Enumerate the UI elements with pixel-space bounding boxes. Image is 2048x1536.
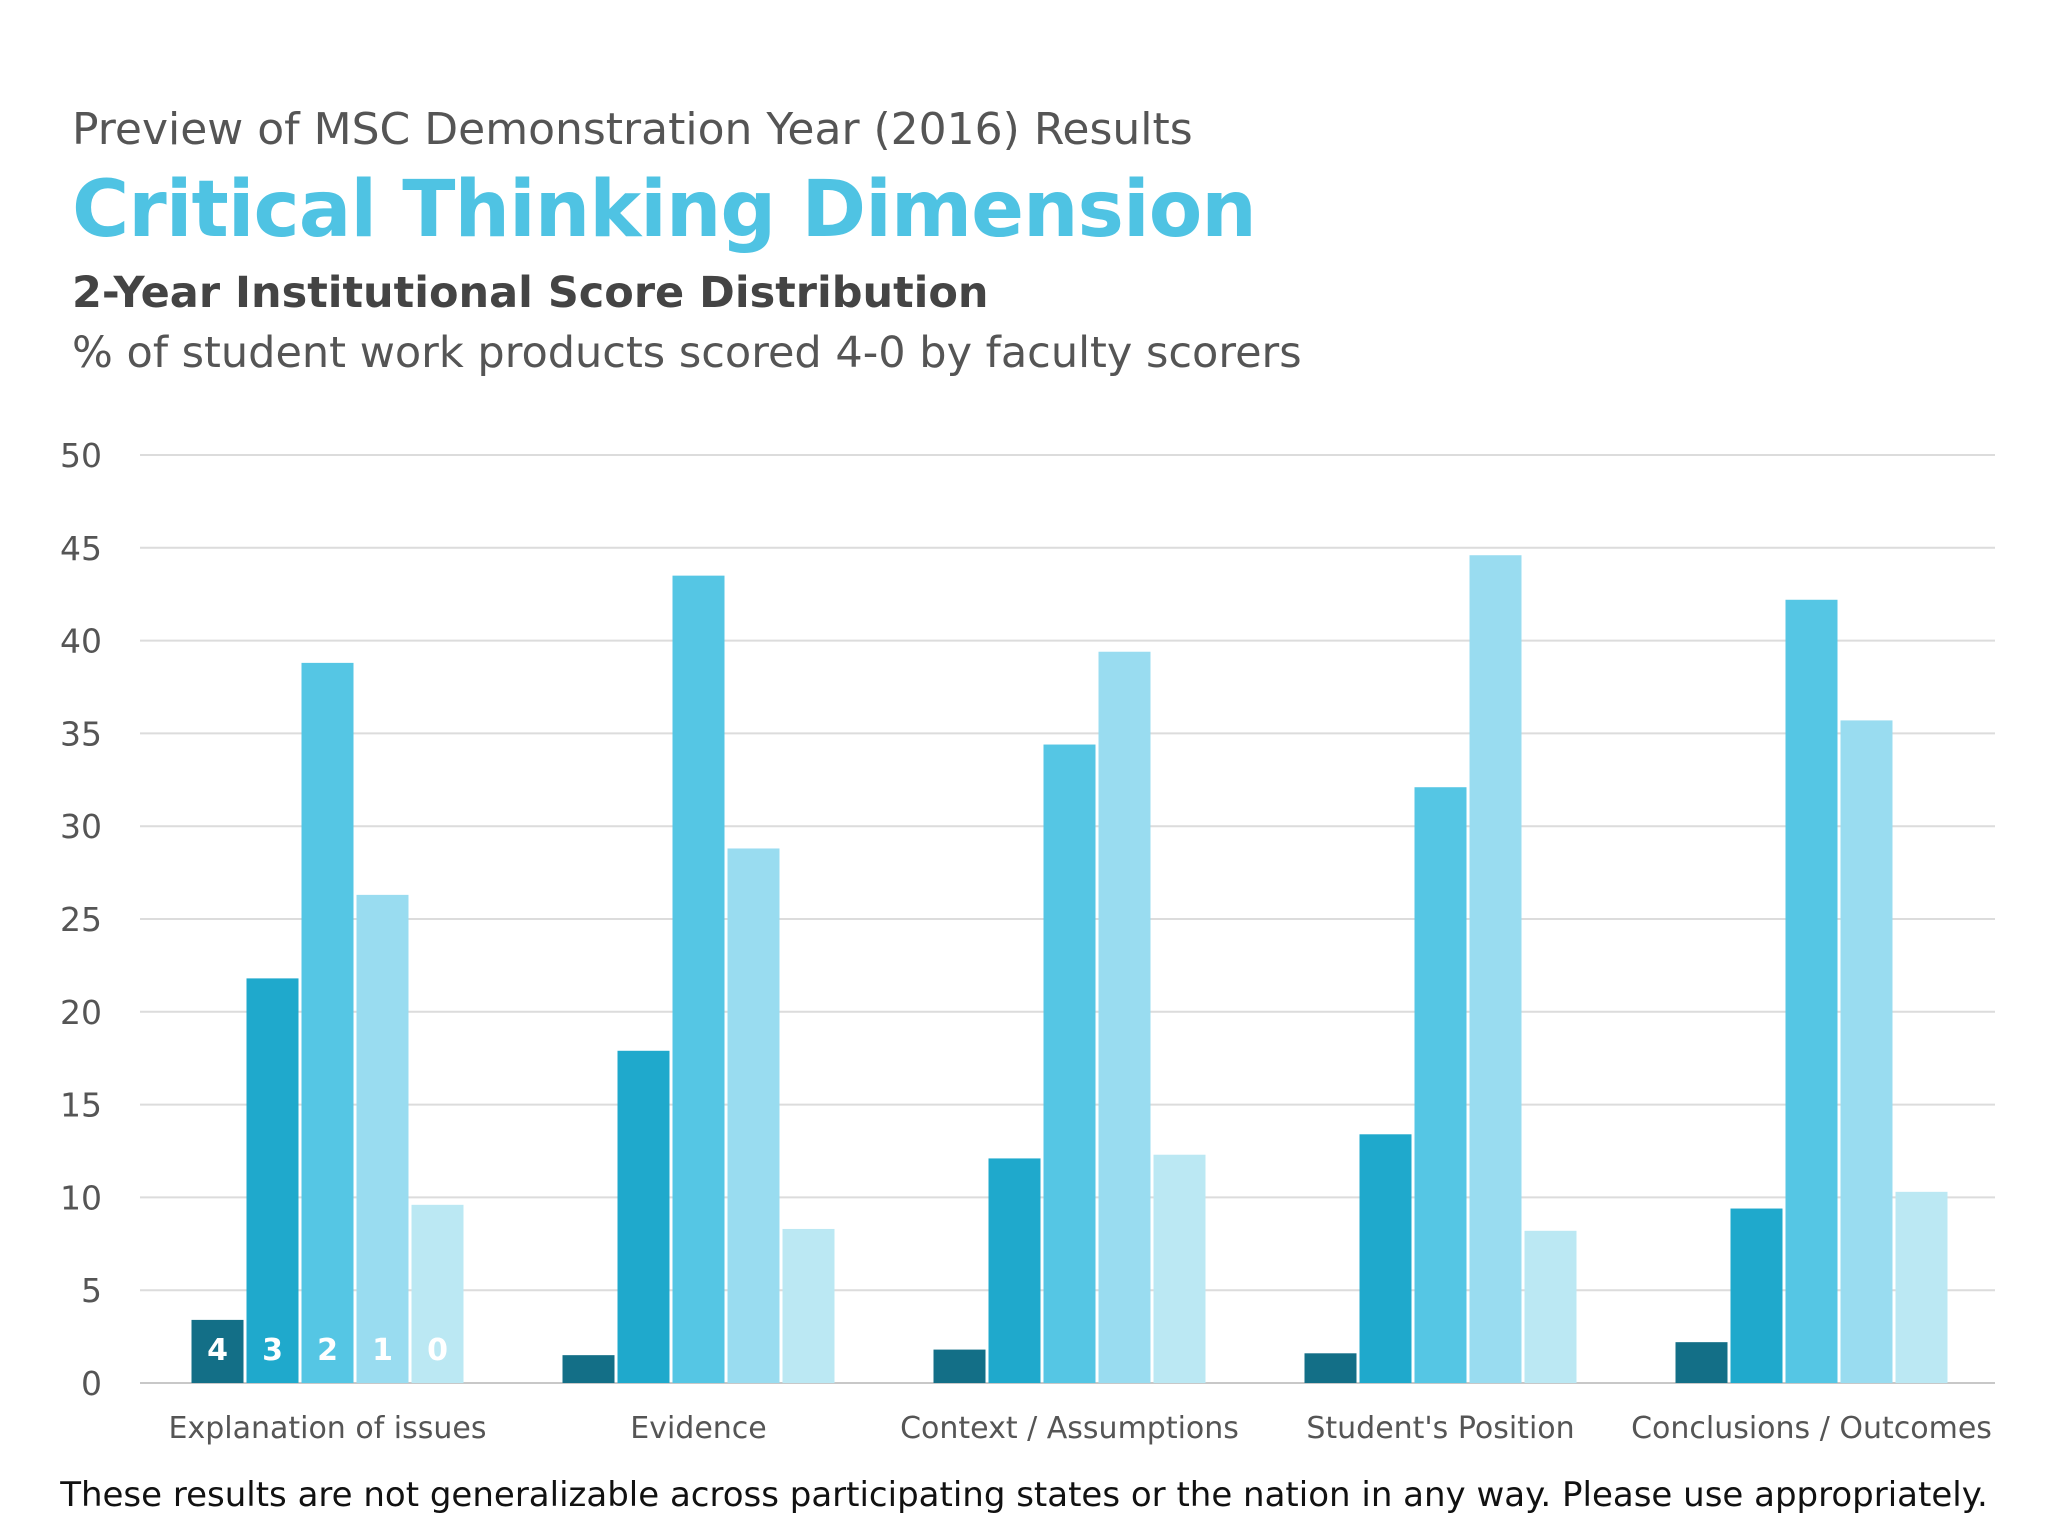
category-label: Explanation of issues [168, 1411, 486, 1446]
bar-1-2 [727, 848, 780, 1383]
category-label: Context / Assumptions [900, 1411, 1239, 1446]
legend-label-2: 2 [317, 1333, 338, 1368]
legend-label-4: 4 [207, 1333, 228, 1368]
bar-3-2 [617, 1050, 670, 1383]
bar-1-4 [1469, 555, 1522, 1383]
bar-1-1 [356, 894, 409, 1383]
y-tick-label: 10 [60, 1178, 102, 1217]
header: Preview of MSC Demonstration Year (2016)… [72, 100, 1972, 384]
y-tick-label: 0 [81, 1364, 102, 1403]
bar-0-3 [1153, 1154, 1206, 1383]
legend-label-1: 1 [372, 1333, 393, 1368]
bar-3-1 [246, 978, 299, 1383]
bar-2-3 [1043, 744, 1096, 1383]
y-axis-tick-labels: 0 5 10 15 20 25 30 35 40 45 50 [60, 436, 102, 1403]
y-tick-label: 30 [60, 807, 102, 846]
bar-3-5 [1730, 1208, 1783, 1383]
bar-2-4 [1414, 787, 1467, 1383]
footnote: These results are not generalizable acro… [60, 1475, 1988, 1515]
chart-description: % of student work products scored 4-0 by… [72, 328, 1302, 378]
bar-2-1 [301, 662, 354, 1383]
y-tick-label: 15 [60, 1086, 102, 1125]
legend-label-3: 3 [262, 1333, 283, 1368]
y-tick-label: 25 [60, 900, 102, 939]
x-axis-category-labels: Explanation of issues Evidence Context / A… [168, 1411, 1991, 1446]
bar-4-2 [562, 1355, 615, 1383]
bar-4-3 [933, 1349, 986, 1383]
chart-subtitle: 2-Year Institutional Score Distribution [72, 268, 989, 318]
category-label: Evidence [630, 1411, 767, 1446]
bar-0-1 [411, 1204, 464, 1383]
category-label: Student's Position [1306, 1411, 1574, 1446]
y-tick-label: 5 [81, 1271, 102, 1310]
category-label: Conclusions / Outcomes [1631, 1411, 1992, 1446]
legend-label-0: 0 [427, 1333, 448, 1368]
bar-1-5 [1840, 720, 1893, 1383]
y-tick-label: 50 [60, 436, 102, 475]
bars [191, 555, 1948, 1383]
bar-1-3 [1098, 651, 1151, 1383]
y-tick-label: 40 [60, 622, 102, 661]
bar-3-4 [1359, 1134, 1412, 1383]
bar-4-5 [1675, 1342, 1728, 1383]
bar-2-5 [1785, 599, 1838, 1383]
bar-0-5 [1895, 1191, 1948, 1383]
bar-0-4 [1524, 1230, 1577, 1383]
bar-0-2 [782, 1228, 835, 1383]
bar-2-2 [672, 575, 725, 1383]
y-tick-label: 35 [60, 714, 102, 753]
y-tick-label: 45 [60, 529, 102, 568]
bar-4-4 [1304, 1353, 1357, 1383]
bar-4-1 [191, 1319, 244, 1383]
bar-3-3 [988, 1158, 1041, 1383]
y-tick-label: 20 [60, 993, 102, 1032]
main-title: Critical Thinking Dimension [72, 165, 1257, 255]
preview-title: Preview of MSC Demonstration Year (2016)… [72, 104, 1193, 155]
